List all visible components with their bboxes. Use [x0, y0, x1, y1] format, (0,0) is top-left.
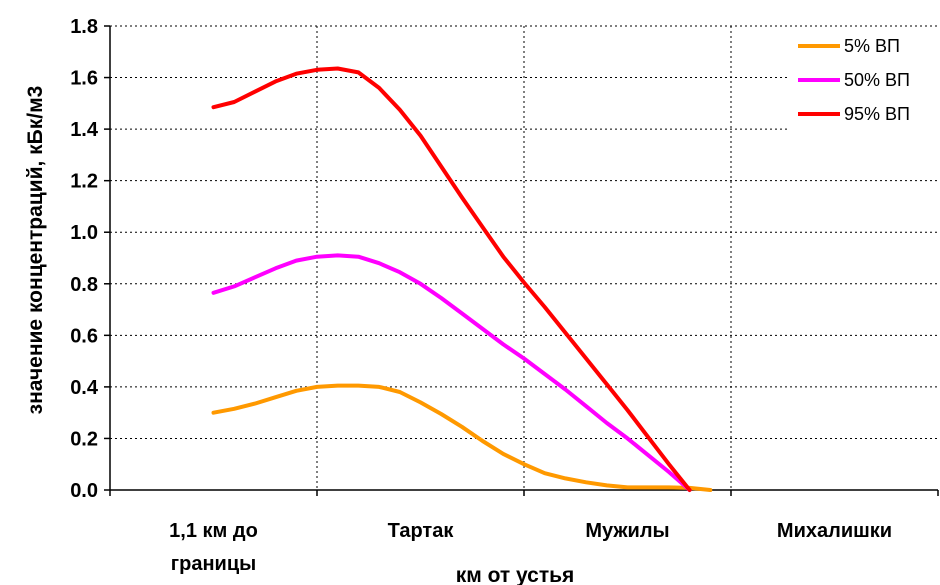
y-tick-label: 1.4 [70, 119, 99, 141]
y-tick-label: 1.8 [70, 16, 98, 38]
legend-label: 5% ВП [844, 36, 900, 56]
y-tick-label: 1.0 [70, 222, 98, 244]
series-lines [211, 66, 713, 492]
legend: 5% ВП 50% ВП 95% ВП [788, 30, 938, 152]
x-tick-labels: 1,1 км до границы Тартак Мужилы Михалишки [169, 520, 892, 575]
y-tick-label: 1.2 [70, 171, 98, 193]
y-tick-label: 0.6 [70, 325, 98, 347]
y-axis-title: значение концентраций, кБк/м3 [24, 86, 47, 415]
x-tick-label: Мужилы [585, 520, 669, 542]
y-tick-labels: 0.0 0.2 0.4 0.6 0.8 1.0 1.2 1.4 1.6 1.8 [70, 16, 99, 502]
y-tick-label: 0.0 [70, 480, 98, 502]
legend-label: 50% ВП [844, 70, 910, 90]
x-tick-label-line2: границы [171, 553, 256, 575]
legend-box [788, 30, 938, 152]
x-tick-label: 1,1 км до [169, 520, 258, 542]
y-tick-label: 0.8 [70, 274, 98, 296]
series-line [211, 253, 692, 492]
x-tick-label: Михалишки [777, 520, 892, 542]
y-tick-label: 0.4 [70, 377, 99, 399]
y-tick-label: 1.6 [70, 68, 98, 90]
series-line [211, 66, 692, 492]
x-tick-label: Тартак [388, 520, 455, 542]
x-axis-title: км от устья [456, 564, 575, 585]
series-line [211, 383, 713, 492]
y-tick-label: 0.2 [70, 428, 98, 450]
axes [104, 25, 939, 496]
legend-label: 95% ВП [844, 104, 910, 124]
